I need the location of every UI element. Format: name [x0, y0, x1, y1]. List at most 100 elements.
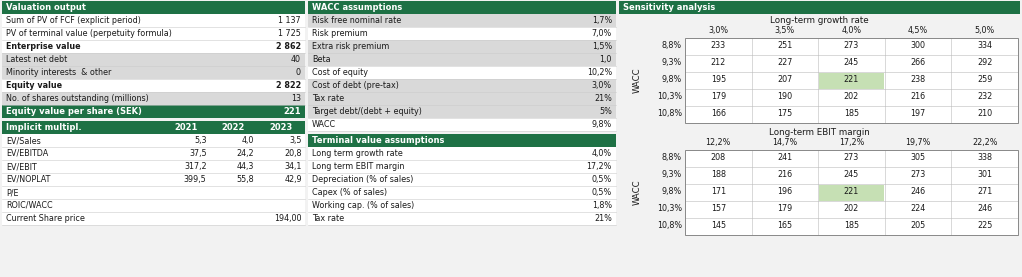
Text: 13: 13 [291, 94, 301, 103]
Text: 334: 334 [977, 41, 992, 50]
Text: 197: 197 [911, 109, 926, 118]
Text: EV/Sales: EV/Sales [6, 136, 41, 145]
Text: Target debt/(debt + equity): Target debt/(debt + equity) [312, 107, 422, 116]
Text: 165: 165 [778, 221, 792, 230]
Text: 185: 185 [844, 221, 860, 230]
Text: Long-term growth rate: Long-term growth rate [771, 16, 869, 25]
Bar [308, 66, 616, 79]
Bar [308, 40, 616, 53]
Text: 10,2%: 10,2% [587, 68, 612, 77]
Bar [2, 53, 305, 66]
Text: EV/NOPLAT: EV/NOPLAT [6, 175, 50, 184]
Text: Valuation output: Valuation output [6, 3, 86, 12]
Text: 34,1: 34,1 [284, 162, 301, 171]
Text: 3,0%: 3,0% [592, 81, 612, 90]
Text: Equity value per share (SEK): Equity value per share (SEK) [6, 107, 142, 116]
Text: 17,2%: 17,2% [839, 138, 865, 147]
Text: 317,2: 317,2 [184, 162, 206, 171]
Text: Risk free nominal rate: Risk free nominal rate [312, 16, 402, 25]
Text: 9,8%: 9,8% [662, 187, 682, 196]
Text: 399,5: 399,5 [184, 175, 206, 184]
Text: No. of shares outstanding (millions): No. of shares outstanding (millions) [6, 94, 149, 103]
Text: 190: 190 [778, 92, 792, 101]
Text: 0: 0 [296, 68, 301, 77]
Text: 301: 301 [977, 170, 992, 179]
Bar [2, 160, 305, 173]
Text: 1 725: 1 725 [278, 29, 301, 38]
Text: 24,2: 24,2 [237, 149, 254, 158]
Text: 166: 166 [710, 109, 726, 118]
Text: 273: 273 [844, 41, 860, 50]
Bar [619, 1, 1020, 14]
Bar [308, 134, 616, 147]
Text: ROIC/WACC: ROIC/WACC [6, 201, 52, 210]
Text: 210: 210 [977, 109, 992, 118]
Text: 1,0: 1,0 [600, 55, 612, 64]
Text: 17,2%: 17,2% [587, 162, 612, 171]
Bar [308, 212, 616, 225]
Text: 157: 157 [710, 204, 726, 213]
Text: Latest net debt: Latest net debt [6, 55, 67, 64]
Bar [2, 173, 305, 186]
Text: Cost of debt (pre-tax): Cost of debt (pre-tax) [312, 81, 399, 90]
Text: 0,5%: 0,5% [592, 175, 612, 184]
Bar [308, 14, 616, 27]
Text: WACC: WACC [312, 120, 336, 129]
Text: 241: 241 [778, 153, 792, 162]
Bar [308, 186, 616, 199]
Bar [819, 73, 884, 88]
Text: 292: 292 [977, 58, 992, 67]
Text: Minority interests  & other: Minority interests & other [6, 68, 111, 77]
Text: 196: 196 [778, 187, 792, 196]
Text: 205: 205 [911, 221, 926, 230]
Bar [685, 150, 1018, 235]
Text: 2022: 2022 [222, 123, 245, 132]
Text: 42,9: 42,9 [284, 175, 301, 184]
Text: EV/EBITDA: EV/EBITDA [6, 149, 48, 158]
Text: Terminal value assumptions: Terminal value assumptions [312, 136, 445, 145]
Text: 2 862: 2 862 [276, 42, 301, 51]
Text: 3,5: 3,5 [289, 136, 301, 145]
Bar [308, 199, 616, 212]
Text: 5,3: 5,3 [194, 136, 206, 145]
Bar [308, 92, 616, 105]
Text: 21%: 21% [594, 94, 612, 103]
Bar [308, 118, 616, 131]
Text: Beta: Beta [312, 55, 331, 64]
Text: 266: 266 [911, 58, 926, 67]
Text: 212: 212 [710, 58, 726, 67]
Bar [2, 199, 305, 212]
Bar [2, 105, 305, 118]
Text: 37,5: 37,5 [189, 149, 206, 158]
Text: 1 137: 1 137 [278, 16, 301, 25]
Text: Current Share price: Current Share price [6, 214, 85, 223]
Bar [2, 14, 305, 27]
Text: 194,00: 194,00 [275, 214, 301, 223]
Text: WACC: WACC [633, 180, 642, 205]
Bar [308, 160, 616, 173]
Text: Working cap. (% of sales): Working cap. (% of sales) [312, 201, 414, 210]
Bar [2, 92, 305, 105]
Text: Tax rate: Tax rate [312, 94, 344, 103]
Text: PV of terminal value (perpetuity formula): PV of terminal value (perpetuity formula… [6, 29, 172, 38]
Text: 2023: 2023 [270, 123, 292, 132]
Text: Tax rate: Tax rate [312, 214, 344, 223]
Bar [308, 173, 616, 186]
Text: 305: 305 [911, 153, 926, 162]
Text: 14,7%: 14,7% [773, 138, 797, 147]
Text: Cost of equity: Cost of equity [312, 68, 368, 77]
Bar [685, 38, 1018, 123]
Text: 221: 221 [844, 75, 860, 84]
Text: 1,8%: 1,8% [592, 201, 612, 210]
Text: 19,7%: 19,7% [905, 138, 931, 147]
Text: Implicit multipl.: Implicit multipl. [6, 123, 82, 132]
Text: Long term EBIT margin: Long term EBIT margin [312, 162, 405, 171]
Text: 4,0%: 4,0% [841, 26, 862, 35]
Text: Equity value: Equity value [6, 81, 62, 90]
Text: 179: 179 [710, 92, 726, 101]
Text: 9,3%: 9,3% [662, 170, 682, 179]
Text: 9,8%: 9,8% [592, 120, 612, 129]
Text: 22,2%: 22,2% [972, 138, 997, 147]
Text: 44,3: 44,3 [237, 162, 254, 171]
Text: 273: 273 [911, 170, 926, 179]
